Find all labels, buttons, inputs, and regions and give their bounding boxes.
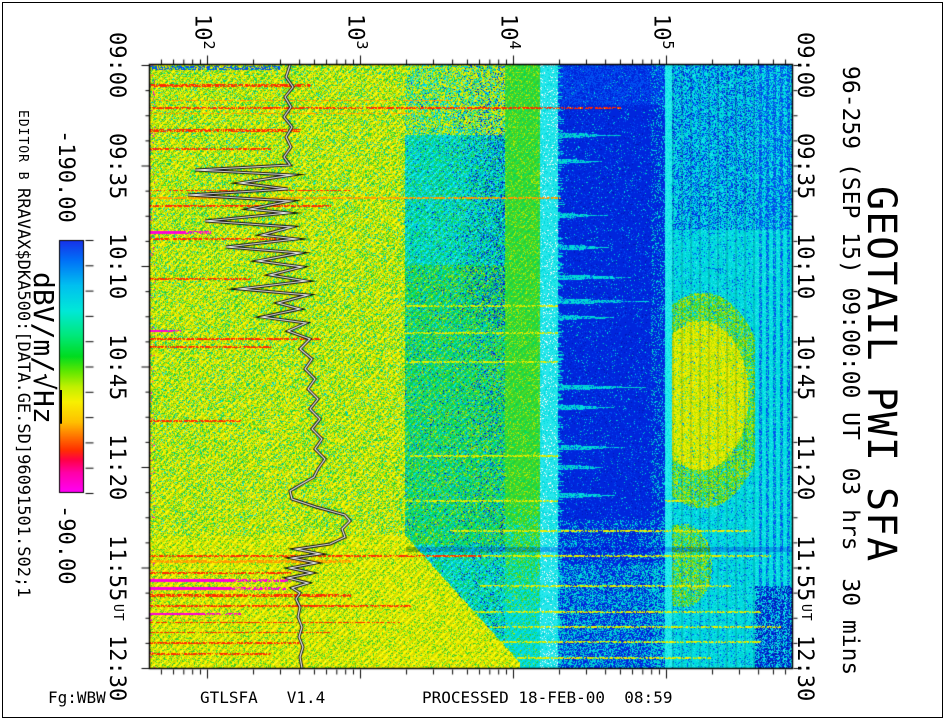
plot-subtitle: 96-259 (SEP 15) 09:00:00 UT 03 hrs 30 mi… bbox=[837, 66, 863, 676]
footer-processed-timestamp: PROCESSED 18-FEB-00 08:59 bbox=[422, 688, 673, 707]
time-label-right-3: 10:45 bbox=[792, 334, 817, 401]
time-label-left-6: 12:30 bbox=[104, 635, 129, 702]
time-label-right-2: 10:10 bbox=[792, 233, 817, 300]
time-label-left-4: 11:20 bbox=[104, 434, 129, 501]
time-label-right-1: 09:35 bbox=[792, 133, 817, 200]
freq-exp: 2 bbox=[200, 40, 218, 50]
colorbar-unit-label: dBV/m/√Hz bbox=[27, 272, 60, 424]
colorbar-max-label: -190.00 bbox=[53, 130, 78, 223]
time-label-left-3: 10:45 bbox=[104, 334, 129, 401]
time-ut-right: UT bbox=[798, 604, 813, 622]
freq-exp: 5 bbox=[659, 40, 677, 50]
time-label-right-6: 12:30 bbox=[792, 635, 817, 702]
footer-program-version: GTLSFA V1.4 bbox=[200, 688, 326, 707]
freq-label-1e3: 103 bbox=[342, 14, 371, 50]
time-label-right-5: 11:55 bbox=[792, 535, 817, 602]
footer-fg-label: Fg:WBW bbox=[48, 688, 106, 707]
time-ut-left: UT bbox=[110, 604, 125, 622]
freq-exp: 4 bbox=[506, 40, 524, 50]
editor-label: EDITOR B bbox=[15, 110, 30, 181]
time-label-right-4: 11:20 bbox=[792, 434, 817, 501]
time-label-left-5: 11:55 bbox=[104, 535, 129, 602]
freq-label-1e5: 105 bbox=[648, 14, 677, 50]
time-label-left-1: 09:35 bbox=[104, 133, 129, 200]
colorbar-min-label: -90.00 bbox=[53, 505, 78, 585]
freq-label-1e2: 102 bbox=[189, 14, 218, 50]
freq-label-1e4: 104 bbox=[495, 14, 524, 50]
time-label-left-2: 10:10 bbox=[104, 233, 129, 300]
source-file-label: RRAVAX$DKA500:[DATA.GE.SD]96091501.S02;1 bbox=[13, 188, 33, 598]
freq-exp: 3 bbox=[353, 40, 371, 50]
time-label-right-0: 09:00 bbox=[792, 32, 817, 99]
plot-title: GEOTAIL PWI SFA bbox=[858, 186, 904, 563]
time-label-left-0: 09:00 bbox=[104, 32, 129, 99]
